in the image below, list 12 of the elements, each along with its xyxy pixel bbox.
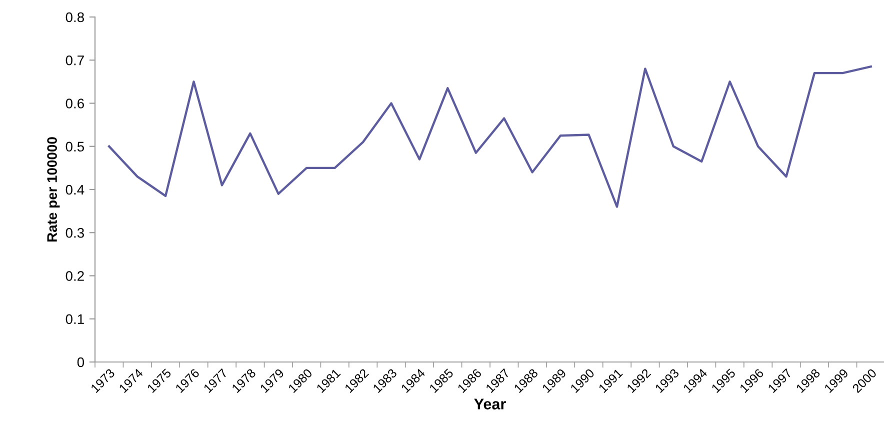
- y-tick-label: 0: [77, 357, 84, 368]
- y-tick-label: 0.2: [66, 271, 84, 281]
- y-tick-label: 0.4: [66, 184, 84, 195]
- y-tick-label: 0.7: [66, 55, 84, 66]
- line-series: [108, 65, 872, 208]
- y-tick-label: 0.5: [66, 142, 84, 152]
- y-tick-label: 0.6: [66, 98, 84, 108]
- y-tick-label: 0.3: [66, 228, 84, 238]
- y-tick-label: 0.1: [66, 314, 84, 324]
- y-axis-title: Rate per 100000: [47, 137, 60, 242]
- x-axis-title: Year: [474, 398, 506, 410]
- y-tick-label: 0.8: [66, 12, 84, 22]
